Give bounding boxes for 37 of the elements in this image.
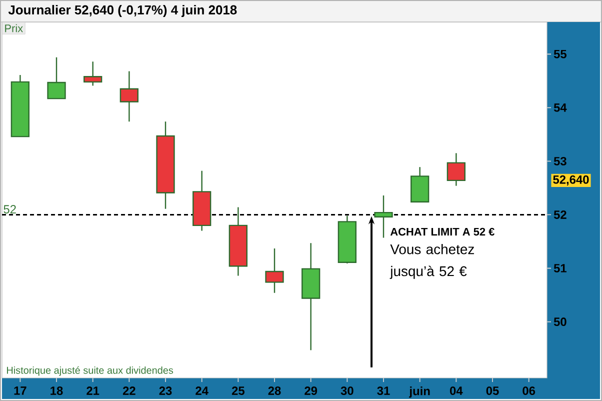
- text: 52,640: [553, 175, 589, 186]
- x-tick-label: 25: [232, 386, 244, 395]
- x-tick-label: 04: [450, 386, 463, 395]
- candlestick: [338, 215, 356, 264]
- x-tick-label: 23: [159, 386, 172, 396]
- x-tick-label: 18: [50, 386, 63, 395]
- x-tick-label: 05: [486, 386, 499, 395]
- candlestick: [446, 152, 466, 186]
- annotation: Historique ajusté suite aux dividendes: [7, 366, 174, 376]
- y-tick-label: 50: [554, 318, 566, 326]
- x-tick-label: 30: [340, 386, 354, 396]
- candlestick: [265, 248, 284, 294]
- annotation: Vous achetez jusqu’à 52 €: [390, 244, 474, 279]
- candlestick: [302, 242, 320, 351]
- x-tick-label: 28: [268, 386, 281, 395]
- candlestick: [156, 120, 175, 210]
- y-axis-title: Prix: [5, 24, 23, 32]
- x-tick-label: 21: [86, 386, 100, 395]
- candlestick: [84, 61, 102, 86]
- annotation: ACHAT LIMIT A 52 €: [390, 228, 494, 236]
- y-tick-label: 53: [554, 156, 566, 166]
- candlestick: [228, 206, 248, 276]
- x-tick-label: juin: [409, 386, 430, 398]
- y-tick-label: 54: [554, 103, 567, 112]
- x-tick-label: 17: [14, 386, 26, 395]
- candlestick: [120, 70, 138, 122]
- x-tick-label: 24: [196, 386, 208, 395]
- x-tick-label: 22: [122, 386, 136, 395]
- y-tick-label: 52: [554, 210, 566, 219]
- x-tick-label: 29: [304, 386, 318, 395]
- x-tick-label: 31: [377, 386, 390, 396]
- x-tick-label: 06: [522, 386, 536, 395]
- ref-line-label: 52: [4, 205, 16, 214]
- y-tick-label: 55: [554, 50, 566, 58]
- chart-title: Journalier 52,640 (-0,17%) 4 juin 2018: [8, 4, 237, 18]
- y-tick-label: 51: [554, 264, 566, 272]
- candlestick: [192, 170, 212, 232]
